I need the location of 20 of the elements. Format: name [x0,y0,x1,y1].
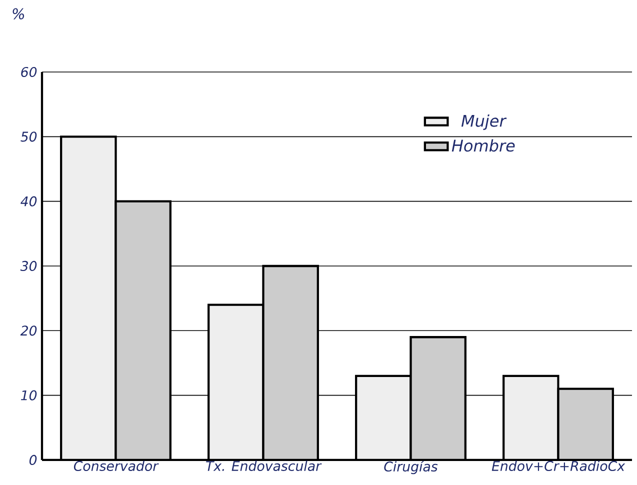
bar [410,337,466,460]
y-tick-label: 50 [20,132,37,142]
y-tick-label: 20 [20,326,37,336]
y-tick-label: 30 [20,260,37,272]
bar [356,376,411,460]
legend-label: Hombre [452,139,515,152]
y-tick-label: 10 [20,390,37,400]
x-tick-label: Conservador [74,460,159,472]
y-axis-title: % [12,8,24,20]
bar [208,304,264,460]
x-tick-label: Tx. Endovascular [206,460,322,472]
bar [263,266,318,460]
legend-label: Mujer [461,114,507,130]
y-tick-label: 0 [29,454,37,466]
y-tick-label: 60 [21,66,37,78]
x-tick-label: Cirugías [384,460,438,474]
bar [61,136,116,460]
x-tick-label: Endov+Cr+RadioCx [492,460,626,472]
bar [116,201,170,460]
y-tick-label: 40 [20,196,37,206]
